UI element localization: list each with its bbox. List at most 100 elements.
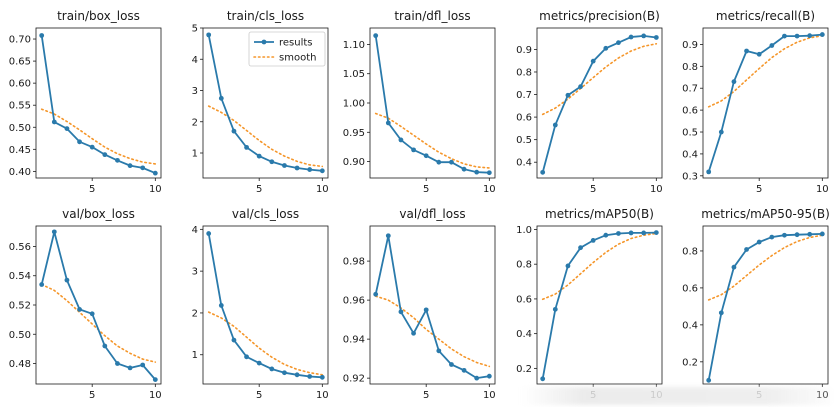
legend-results-label: results <box>279 38 313 49</box>
y-tick-label: 2 <box>192 308 198 319</box>
series-results-line <box>541 231 657 379</box>
results-point <box>552 122 558 128</box>
y-tick-label: 0.60 <box>9 79 31 90</box>
legend-results-marker <box>261 39 267 45</box>
watermark-blur <box>521 387 831 405</box>
results-point <box>731 264 737 270</box>
y-tick-label: 1.0 <box>516 225 532 236</box>
series-results-line <box>707 33 823 173</box>
results-point <box>565 263 571 269</box>
series-results-line <box>207 233 323 379</box>
results-point <box>77 139 82 145</box>
results-point <box>436 348 442 354</box>
y-tick-label: 0.8 <box>682 246 698 257</box>
results-point <box>269 159 275 165</box>
y-tick-label: 0.98 <box>343 257 365 268</box>
results-point <box>603 45 609 51</box>
results-point <box>307 374 313 379</box>
results-point <box>731 79 737 85</box>
y-tick-label: 1 <box>192 149 198 160</box>
y-tick-label: 0.95 <box>343 128 365 139</box>
subplot-7: val/dfl_loss 0.92 0.94 0.96 0.98 5 10 <box>343 207 496 401</box>
results-point <box>769 43 775 48</box>
results-point <box>140 362 146 368</box>
series-results-line <box>541 34 657 173</box>
series-smooth-line <box>374 112 491 169</box>
y-tick-label: 1 <box>192 350 198 361</box>
subplot-title: val/dfl_loss <box>399 207 465 221</box>
results-point <box>115 157 120 163</box>
results-point <box>282 370 287 376</box>
subplot-title: val/cls_loss <box>232 207 299 221</box>
y-tick-label: 0.4 <box>682 149 698 160</box>
results-point <box>102 152 108 158</box>
results-point <box>373 33 379 39</box>
axes-frame <box>35 27 162 179</box>
series-smooth-line <box>541 42 658 116</box>
axes-frame <box>202 225 329 385</box>
series-results-line <box>40 35 156 174</box>
y-tick-label: 0.5 <box>516 135 532 146</box>
y-tick-label: 0.9 <box>516 45 532 56</box>
results-point <box>51 119 57 125</box>
x-tick-label: 10 <box>316 184 329 195</box>
x-tick-label: 5 <box>89 390 95 401</box>
results-point <box>51 229 57 235</box>
results-point <box>653 35 659 40</box>
results-point <box>794 33 800 39</box>
results-point <box>152 377 158 383</box>
results-point <box>578 84 583 90</box>
results-point <box>540 376 546 382</box>
subplot-title: metrics/mAP50(B) <box>545 207 654 221</box>
y-tick-label: 1.10 <box>343 40 365 51</box>
y-tick-label: 0.6 <box>682 283 698 294</box>
results-point <box>294 165 300 171</box>
axes-frame <box>702 27 829 179</box>
series-smooth-line <box>541 232 658 301</box>
y-tick-label: 0.8 <box>516 67 532 78</box>
y-tick-label: 2 <box>192 117 198 128</box>
results-point <box>628 34 634 40</box>
results-point <box>152 170 158 176</box>
series-smooth-line <box>707 234 824 301</box>
results-point <box>294 372 300 378</box>
x-tick-label: 5 <box>256 390 262 401</box>
series-smooth-line <box>374 295 491 368</box>
x-tick-label: 10 <box>149 390 162 401</box>
results-point <box>244 144 249 150</box>
series-results-line <box>207 34 323 172</box>
subplot-title: metrics/precision(B) <box>539 9 660 23</box>
results-point <box>486 373 492 379</box>
results-point <box>64 277 70 283</box>
y-tick-label: 0.7 <box>516 90 532 101</box>
results-point <box>552 306 558 312</box>
series-smooth-line <box>207 105 324 168</box>
y-tick-label: 5 <box>192 24 198 35</box>
series-smooth-line <box>207 311 324 376</box>
subplot-2: train/dfl_loss 0.90 0.95 1.00 1.05 1.10 5 10 <box>343 9 496 195</box>
axes-frame <box>369 225 496 385</box>
results-point <box>423 153 429 159</box>
results-point <box>39 282 45 287</box>
results-point <box>819 32 825 37</box>
results-point <box>565 92 571 98</box>
y-tick-label: 1.05 <box>343 69 365 80</box>
results-point <box>269 366 275 372</box>
y-tick-label: 0.2 <box>516 364 532 375</box>
results-point <box>206 231 212 236</box>
x-tick-label: 10 <box>650 184 663 195</box>
results-point <box>411 147 416 153</box>
results-point <box>206 32 212 38</box>
y-tick-label: 0.3 <box>682 171 698 182</box>
results-point <box>616 231 621 236</box>
y-tick-label: 0.50 <box>9 123 31 134</box>
y-tick-label: 0.6 <box>516 113 532 124</box>
results-point <box>256 153 262 159</box>
results-point <box>578 245 583 251</box>
subplot-title: val/box_loss <box>62 207 135 221</box>
y-tick-label: 0.9 <box>682 40 698 51</box>
y-tick-label: 0.40 <box>9 167 31 178</box>
results-point <box>398 309 404 315</box>
